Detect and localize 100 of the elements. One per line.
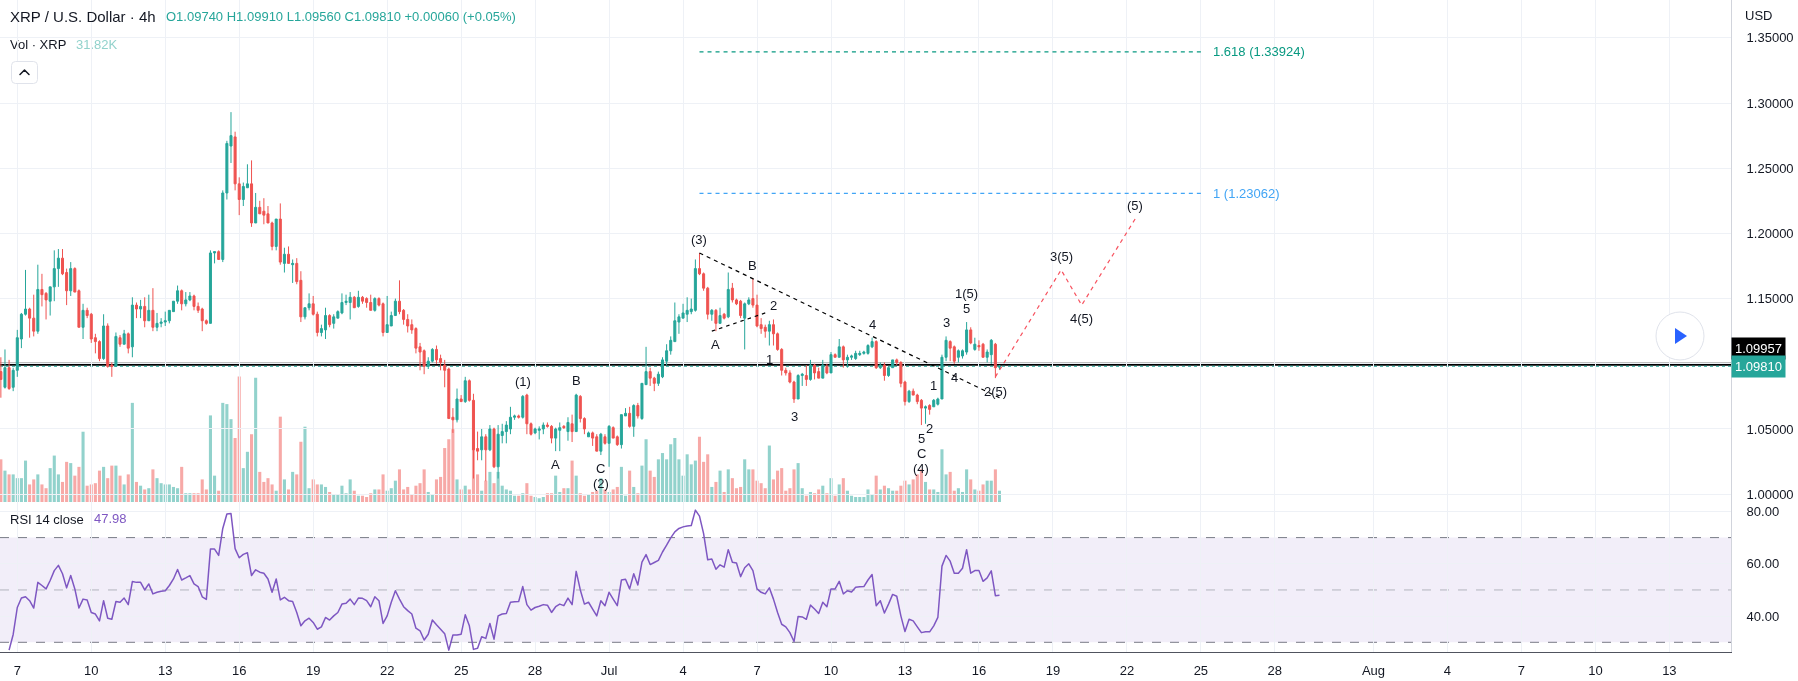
x-tick-label: 7 xyxy=(13,662,21,678)
candlestick xyxy=(328,313,332,328)
annotation: 2(5) xyxy=(984,384,1008,399)
bar xyxy=(706,454,710,502)
bar xyxy=(23,460,28,502)
bar xyxy=(102,466,106,502)
candlestick xyxy=(143,296,147,328)
bar xyxy=(619,466,623,502)
candlestick xyxy=(114,331,118,367)
candlestick xyxy=(324,307,328,340)
candlestick xyxy=(767,320,771,347)
annotation: (5) xyxy=(1127,198,1143,213)
bar xyxy=(697,436,702,502)
bar xyxy=(303,426,307,502)
bar xyxy=(923,481,928,502)
candlestick xyxy=(628,406,632,429)
candlestick xyxy=(574,393,578,433)
candlestick xyxy=(771,318,775,347)
x-tick-label: 4 xyxy=(1443,662,1452,678)
bar xyxy=(792,469,796,502)
candlestick xyxy=(603,433,607,446)
candlestick xyxy=(714,308,718,332)
candlestick xyxy=(858,350,862,357)
annotation: 47.98 xyxy=(94,511,127,526)
candlestick xyxy=(924,405,928,425)
candlestick xyxy=(459,394,463,403)
candlestick xyxy=(254,192,258,224)
candlestick xyxy=(406,313,410,333)
candlestick xyxy=(147,294,151,322)
annotation: 1 (1.23062) xyxy=(1213,186,1280,201)
candlestick xyxy=(632,403,636,438)
annotation: (2) xyxy=(593,476,609,491)
bar xyxy=(586,494,591,502)
bar xyxy=(693,460,697,502)
bar xyxy=(833,495,837,502)
bar xyxy=(484,480,488,502)
annotation: 3 xyxy=(943,315,951,330)
y-axis-title: USD xyxy=(1745,8,1773,23)
x-tick-label: 19 xyxy=(305,662,321,678)
candlestick xyxy=(521,394,525,420)
candlestick xyxy=(636,402,640,420)
bar xyxy=(455,479,459,502)
bar xyxy=(422,469,426,502)
candlestick xyxy=(710,308,714,322)
bar xyxy=(167,484,171,502)
bar xyxy=(858,496,862,502)
bar xyxy=(685,454,689,502)
candlestick xyxy=(693,258,697,313)
annotation: C xyxy=(596,461,606,476)
x-tick-label: 25 xyxy=(1193,662,1209,678)
candlestick xyxy=(192,294,196,311)
bar xyxy=(767,445,771,502)
bar xyxy=(899,485,903,502)
x-tick-label: 10 xyxy=(823,662,839,678)
bar xyxy=(126,474,130,502)
bar xyxy=(266,478,270,502)
bar xyxy=(644,439,648,502)
candlestick xyxy=(455,388,459,423)
x-tick-label: 28 xyxy=(1267,662,1283,678)
ref-line-label: 1.09810 xyxy=(1735,359,1782,374)
x-tick-label: 10 xyxy=(84,662,99,678)
candlestick xyxy=(0,356,3,399)
candlestick xyxy=(841,345,845,369)
bar xyxy=(850,495,854,502)
bar xyxy=(254,377,258,502)
ref-line-label: 1.09957 xyxy=(1735,341,1782,356)
candlestick xyxy=(134,302,138,319)
candlestick xyxy=(730,282,734,303)
candlestick xyxy=(118,334,122,348)
bar xyxy=(562,488,566,502)
bar xyxy=(513,495,517,502)
bar xyxy=(3,470,7,502)
bar xyxy=(65,461,69,502)
bar xyxy=(147,488,151,502)
bar xyxy=(463,485,467,502)
candlestick xyxy=(599,432,603,456)
annotation: 3 xyxy=(791,409,799,424)
y-tick-label: 1.30000 xyxy=(1746,95,1794,111)
candlestick xyxy=(139,299,143,319)
bar xyxy=(282,479,286,502)
bar xyxy=(726,469,730,502)
candlestick xyxy=(874,339,878,370)
bar xyxy=(77,466,81,502)
candlestick xyxy=(287,245,291,264)
x-tick-label: 22 xyxy=(1119,662,1135,678)
candlestick xyxy=(825,363,829,375)
bar xyxy=(245,451,249,502)
bar xyxy=(759,483,763,502)
candlestick xyxy=(956,348,960,363)
candlestick xyxy=(965,321,969,356)
annotation: (4) xyxy=(913,461,929,476)
bar xyxy=(221,402,225,502)
bar xyxy=(143,489,147,502)
bar xyxy=(603,489,607,502)
bar xyxy=(804,495,808,502)
bar xyxy=(730,478,734,502)
candlestick xyxy=(854,350,858,361)
bar xyxy=(406,486,410,502)
bar xyxy=(821,485,825,502)
annotation: O1.09740 H1.09910 L1.09560 C1.09810 +0.00060 (+0.05%) xyxy=(166,9,516,24)
